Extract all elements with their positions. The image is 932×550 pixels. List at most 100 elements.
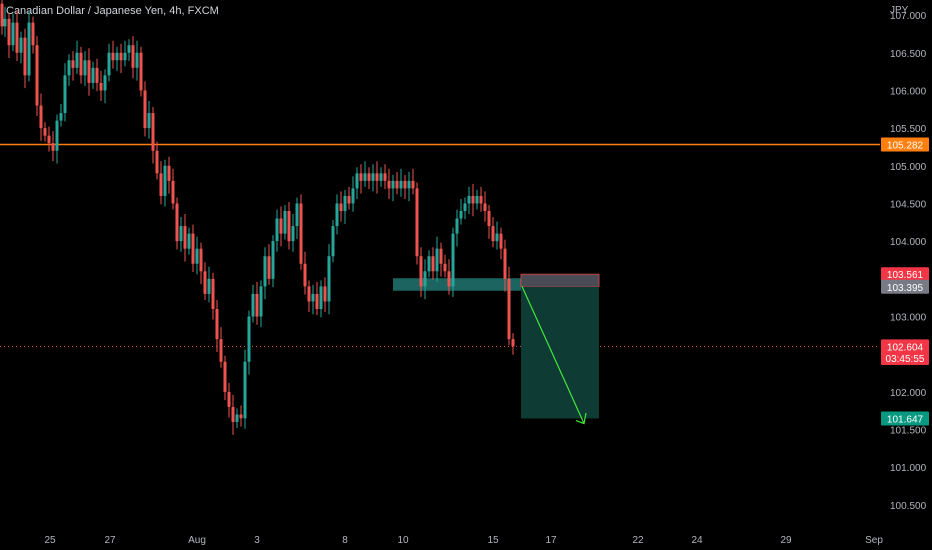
x-tick-label: 15 [487, 535, 499, 546]
candles [0, 0, 515, 435]
candle-body [0, 3, 4, 27]
candle-body [15, 22, 19, 53]
price-label-box [881, 339, 929, 354]
candle-body [131, 45, 135, 68]
candle-body [83, 60, 87, 76]
candle-body [431, 256, 435, 272]
x-tick-label: 17 [545, 535, 557, 546]
candle-body [187, 233, 191, 249]
candle-body [303, 263, 307, 287]
candle-body [419, 256, 423, 287]
entry-zone [393, 278, 521, 291]
candle-body [271, 241, 275, 279]
candle-body [139, 52, 143, 91]
candle-body [79, 52, 83, 76]
x-tick-label: 10 [397, 535, 409, 546]
y-tick-label: 103.000 [890, 313, 927, 324]
candle-body [255, 293, 259, 317]
target-zone [521, 286, 599, 419]
candle-body [275, 218, 279, 242]
candle-body [43, 128, 47, 136]
candle-body [491, 226, 495, 242]
candle-body [19, 37, 23, 53]
candle-body [11, 22, 15, 46]
candle-body [387, 180, 391, 189]
candle-body [351, 188, 355, 204]
candle-body [467, 195, 471, 204]
candle-body [427, 256, 431, 272]
x-tick-label: Sep [865, 535, 883, 546]
candle-body [143, 90, 147, 129]
candle-body [155, 150, 159, 174]
candle-body [383, 173, 387, 181]
candle-body [47, 135, 51, 144]
x-tick-label: 27 [104, 535, 116, 546]
candle-body [423, 271, 427, 287]
candle-body [203, 271, 207, 294]
candle-body [279, 218, 283, 234]
price-label: 03:45:55 [886, 354, 925, 365]
candle-body [343, 195, 347, 212]
candle-body [479, 195, 483, 204]
candle-body [507, 278, 511, 340]
y-tick-label: 107.000 [890, 11, 927, 22]
candle-body [243, 361, 247, 419]
candle-body [379, 173, 383, 181]
x-tick-label: 3 [254, 535, 260, 546]
candle-body [487, 211, 491, 227]
candle-body [219, 339, 223, 362]
candle-body [471, 195, 475, 204]
x-tick-label: 29 [780, 535, 792, 546]
candle-body [503, 248, 507, 279]
x-tick-label: 25 [44, 535, 56, 546]
candle-body [299, 203, 303, 264]
candle-body [447, 271, 451, 287]
candle-body [135, 52, 139, 68]
price-label-box [881, 350, 929, 365]
candle-body [475, 195, 479, 204]
price-label: 102.604 [887, 342, 924, 353]
candle-body [295, 203, 299, 227]
candle-body [459, 211, 463, 219]
candle-body [363, 173, 367, 181]
candle-body [439, 248, 443, 264]
candle-body [371, 173, 375, 181]
price-label-box [881, 411, 929, 426]
price-label-box [881, 137, 929, 152]
candle-body [23, 37, 27, 76]
candle-body [103, 75, 107, 91]
candle-body [367, 173, 371, 181]
price-label: 103.395 [887, 283, 924, 294]
candle-body [247, 316, 251, 362]
candle-body [119, 52, 123, 61]
candle-body [223, 361, 227, 392]
candle-body [451, 233, 455, 287]
candle-body [87, 60, 91, 83]
candle-body [123, 52, 127, 61]
price-label: 101.647 [887, 414, 924, 425]
candle-body [115, 52, 119, 61]
price-label: 105.282 [887, 141, 924, 152]
y-tick-label: 100.500 [890, 501, 927, 512]
chart-overlays [0, 143, 880, 425]
candle-body [51, 143, 55, 151]
candle-body [191, 233, 195, 264]
chart-title: Canadian Dollar / Japanese Yen, 4h, FXCM [6, 5, 219, 17]
candle-body [55, 120, 59, 151]
candle-body [391, 180, 395, 189]
y-tick-label: 102.000 [890, 388, 927, 399]
x-axis: 25 27 Aug 3 8 10 15 17 22 24 29 Sep [44, 535, 883, 546]
candle-body [355, 173, 359, 189]
candle-body [251, 293, 255, 317]
candle-body [283, 211, 287, 234]
x-tick-label: 22 [632, 535, 644, 546]
candle-body [63, 75, 67, 114]
candle-body [323, 286, 327, 302]
candle-body [239, 414, 243, 419]
candle-body [199, 248, 203, 272]
candle-body [235, 414, 239, 423]
candle-body [395, 180, 399, 189]
candle-body [319, 286, 323, 309]
